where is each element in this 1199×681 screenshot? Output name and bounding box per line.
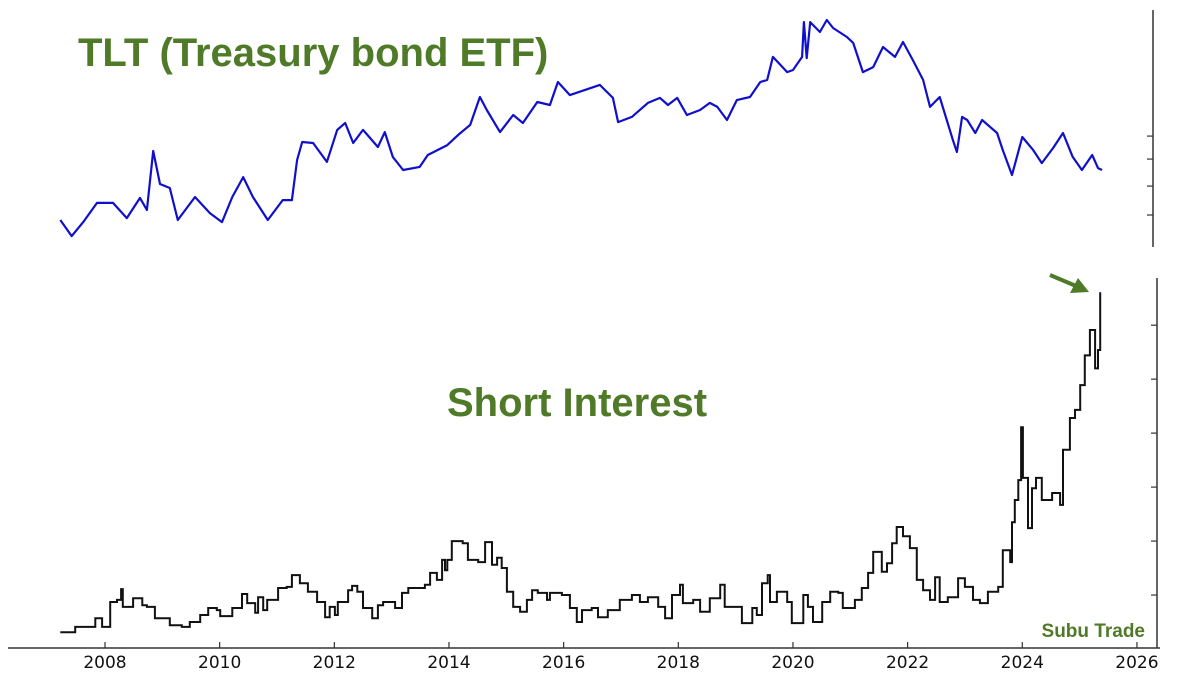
arrow-annotation bbox=[1049, 273, 1089, 293]
short-interest-title: Short Interest bbox=[447, 381, 707, 425]
x-tick-label: 2012 bbox=[313, 653, 356, 673]
watermark: Subu Trade bbox=[1042, 621, 1145, 642]
x-tick-label: 2008 bbox=[83, 653, 126, 673]
short-interest-series-line bbox=[60, 292, 1102, 634]
x-tick-label: 2016 bbox=[542, 653, 585, 673]
x-tick-label: 2018 bbox=[657, 653, 700, 673]
short-interest-y-ticks bbox=[1151, 324, 1157, 596]
x-tick-label: 2022 bbox=[886, 653, 929, 673]
short-interest-panel: 2008 2010 2012 2014 2016 2018 2020 2022 2024 2026… bbox=[8, 273, 1160, 673]
tlt-title: TLT (Treasury bond ETF) bbox=[78, 31, 548, 75]
tlt-series-line bbox=[59, 18, 1103, 238]
arrow-head-icon bbox=[1070, 278, 1089, 293]
tlt-y-ticks bbox=[1147, 135, 1153, 216]
x-tick-label: 2024 bbox=[1001, 653, 1044, 673]
x-tick-label: 2010 bbox=[198, 653, 241, 673]
x-tick-label: 2020 bbox=[771, 653, 814, 673]
x-axis-ticks: 2008 2010 2012 2014 2016 2018 2020 2022 2024 2026 bbox=[83, 642, 1159, 673]
tlt-panel: TLT (Treasury bond ETF) bbox=[59, 10, 1154, 247]
x-tick-label: 2026 bbox=[1115, 653, 1158, 673]
arrow-shaft bbox=[1049, 273, 1077, 288]
x-tick-label: 2014 bbox=[427, 653, 470, 673]
